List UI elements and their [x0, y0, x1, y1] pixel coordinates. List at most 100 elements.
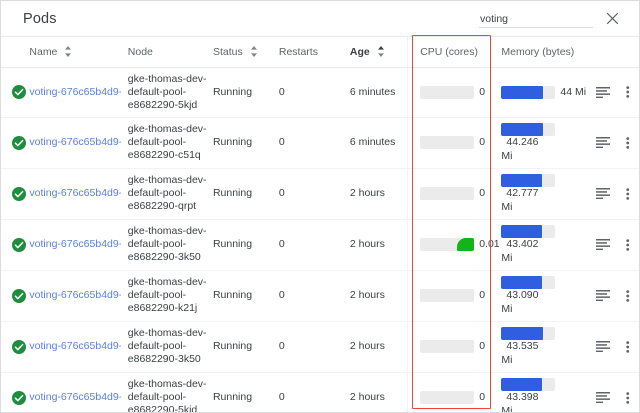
table-row[interactable]: voting-676c65b4d9-tj6 gke-thomas-dev-defa…: [1, 321, 639, 373]
column-label-status: Status: [212, 45, 243, 58]
logs-cell: [590, 117, 617, 169]
cpu-cell: 0: [407, 67, 492, 118]
logs-icon[interactable]: [590, 137, 616, 148]
more-vert-icon[interactable]: [617, 85, 639, 99]
table-row[interactable]: voting-676c65b4d9-72 gke-thomas-dev-defau…: [1, 168, 639, 220]
logs-icon[interactable]: [590, 86, 616, 98]
pod-name-link[interactable]: voting-676c65b4d9-xs-: [29, 85, 122, 98]
more-vert-icon[interactable]: [617, 238, 639, 252]
age-cell: 2 hours: [349, 270, 408, 322]
status-badge: [1, 219, 30, 271]
node-cell: gke-thomas-dev-default-pool-e8682290-5kj…: [127, 67, 213, 118]
pod-status-text: Running: [212, 136, 253, 148]
restarts-cell: 0: [278, 270, 350, 322]
cpu-cell: 0: [407, 321, 492, 373]
more-vert-icon[interactable]: [617, 340, 639, 354]
memory-bar-track: [501, 224, 556, 238]
memory-usage-bar: 43.402 Mi: [491, 224, 590, 265]
restarts-value: 0: [278, 238, 285, 250]
table-row[interactable]: voting-676c65b4d9-tpr gke-thomas-dev-defa…: [1, 117, 639, 169]
column-header-name[interactable]: Name: [29, 37, 128, 68]
age-cell: 2 hours: [349, 321, 408, 373]
memory-unit: Mi: [501, 200, 513, 213]
cpu-usage-bar: 0: [408, 136, 490, 149]
pod-status-cell: Running: [212, 219, 279, 271]
logs-cell: [590, 67, 617, 118]
table-row[interactable]: voting-676c65b4d9-tpj gke-thomas-dev-defa…: [1, 372, 639, 413]
logs-icon[interactable]: [590, 188, 616, 199]
memory-value: 43.402: [506, 237, 539, 250]
memory-cell: 42.777 Mi: [490, 168, 591, 220]
close-icon[interactable]: [599, 6, 625, 32]
memory-usage-bar: 44 Mi: [491, 85, 590, 99]
cpu-cell: 0.01: [407, 219, 500, 271]
cpu-value: 0: [479, 340, 486, 352]
pod-name-link[interactable]: voting-676c65b4d9-72: [29, 187, 121, 199]
cpu-bar-track: [420, 238, 475, 251]
logs-icon[interactable]: [590, 239, 616, 250]
pod-name-link[interactable]: voting-676c65b4d9-nv: [29, 238, 121, 250]
pod-name-cell: voting-676c65b4d9-xs-: [29, 67, 128, 118]
more-vert-icon[interactable]: [617, 391, 639, 405]
search-field-wrapper: [479, 9, 593, 28]
memory-usage-bar: 44.246 Mi: [491, 122, 590, 163]
pod-status-cell: Running: [212, 372, 279, 412]
table-row[interactable]: voting-676c65b4d9-xs-gke-thomas-dev-defa…: [1, 67, 639, 118]
table-body: voting-676c65b4d9-xs-gke-thomas-dev-defa…: [1, 67, 639, 413]
pod-status-text: Running: [212, 289, 253, 301]
cpu-value: 0.01: [479, 238, 500, 250]
column-header-menu: [616, 37, 639, 68]
memory-bar-track: [501, 326, 556, 340]
node-cell: gke-thomas-dev-default-pool-e8682290-qrp…: [127, 168, 213, 220]
column-header-age[interactable]: Age: [349, 37, 408, 68]
memory-cell: 44 Mi: [490, 67, 591, 118]
pod-name-link[interactable]: voting-676c65b4d9-tpr: [29, 136, 122, 148]
cpu-value: 0: [479, 289, 486, 301]
pod-name-cell: voting-676c65b4d9-tj6: [29, 321, 128, 373]
page-title: Pods: [23, 10, 57, 27]
more-vert-icon[interactable]: [617, 289, 639, 303]
pod-name-link[interactable]: voting-676c65b4d9-tpj: [29, 391, 122, 403]
memory-bar-fill: [501, 224, 543, 238]
column-label-age: Age: [349, 45, 370, 58]
memory-cell: 43.402 Mi: [490, 219, 591, 271]
age-cell: 6 minutes: [349, 117, 408, 169]
memory-unit: Mi: [501, 149, 513, 162]
memory-bar-fill: [501, 326, 543, 340]
memory-bar-fill: [501, 275, 543, 289]
pod-name-cell: voting-676c65b4d9-72: [29, 168, 128, 220]
logs-cell: [590, 219, 617, 271]
logs-icon[interactable]: [590, 392, 616, 403]
cpu-bar-track: [420, 340, 475, 353]
sort-arrows-icon: [377, 46, 385, 58]
cpu-bar-track: [420, 289, 475, 302]
node-name: gke-thomas-dev-default-pool-e8682290-5kj…: [127, 378, 207, 413]
table-row[interactable]: voting-676c65b4d9-srl gke-thomas-dev-defa…: [1, 270, 639, 322]
memory-usage-bar: 42.777 Mi: [491, 173, 590, 214]
pod-status-cell: Running: [212, 67, 279, 118]
memory-value: 42.777: [506, 186, 539, 199]
pod-status-cell: Running: [212, 117, 279, 169]
age-value: 2 hours: [349, 391, 385, 403]
more-vert-icon[interactable]: [617, 136, 639, 150]
table-row[interactable]: voting-676c65b4d9-nv gke-thomas-dev-defau…: [1, 219, 639, 271]
logs-cell: [590, 270, 617, 322]
pod-name-link[interactable]: voting-676c65b4d9-tj6: [29, 340, 122, 352]
pod-status-text: Running: [212, 85, 253, 98]
more-vert-icon[interactable]: [617, 187, 639, 201]
pod-name-link[interactable]: voting-676c65b4d9-srl: [29, 289, 122, 301]
logs-icon[interactable]: [590, 290, 616, 301]
pod-status-text: Running: [212, 187, 253, 199]
search-input[interactable]: [479, 13, 593, 28]
cpu-bar-track: [420, 391, 475, 404]
restarts-cell: 0: [278, 67, 350, 118]
column-header-status[interactable]: Status: [212, 37, 279, 68]
cpu-usage-bar: 0: [408, 289, 490, 302]
cpu-usage-bar: 0: [408, 187, 490, 200]
logs-icon[interactable]: [590, 341, 616, 352]
node-name: gke-thomas-dev-default-pool-e8682290-k21…: [127, 276, 207, 314]
memory-usage-bar: 43.535 Mi: [491, 326, 590, 367]
status-badge: [1, 372, 30, 412]
cpu-cell: 0: [407, 168, 492, 220]
cpu-usage-bar: 0: [408, 85, 490, 99]
